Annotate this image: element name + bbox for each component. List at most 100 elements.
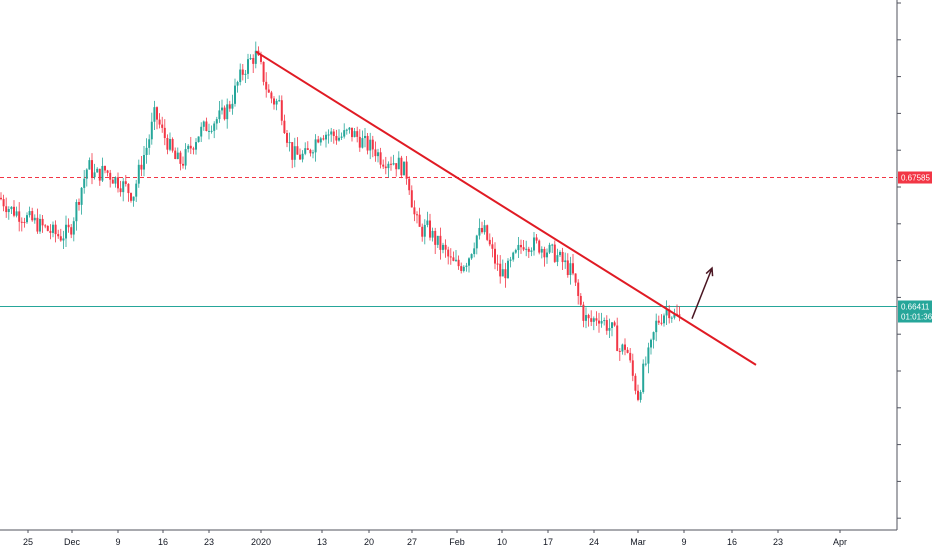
candle-body <box>132 196 135 201</box>
candle-body <box>176 152 179 159</box>
candle-body <box>283 120 286 134</box>
candle-body <box>236 82 239 86</box>
candle-body <box>540 248 543 253</box>
candle-body <box>241 69 244 75</box>
candle-body <box>83 178 86 188</box>
candle-body <box>670 317 673 319</box>
candle-body <box>400 157 403 176</box>
candle-body <box>301 153 304 160</box>
candle-body <box>57 234 60 237</box>
candle-body <box>171 138 174 151</box>
x-tick-label: 17 <box>543 537 553 547</box>
candle-body <box>145 147 148 156</box>
candle-body <box>595 318 598 321</box>
candle-body <box>75 202 78 222</box>
candle-body <box>410 190 413 208</box>
candle-body <box>96 168 99 173</box>
candle-body <box>530 250 533 252</box>
candle-body <box>374 149 377 157</box>
candle-body <box>462 266 465 271</box>
candle-body <box>7 209 10 213</box>
candle-body <box>309 149 312 154</box>
candle-body <box>449 256 452 258</box>
candle-body <box>254 50 257 64</box>
x-tick-label: Feb <box>449 537 465 547</box>
candle-body <box>33 217 36 221</box>
candle-body <box>288 142 291 144</box>
candle-body <box>624 344 626 350</box>
candle-body <box>15 211 18 216</box>
candle-body <box>260 55 262 62</box>
candle-body <box>395 163 398 170</box>
candle-body <box>267 89 270 93</box>
candle-body <box>119 188 122 193</box>
candle-body <box>639 392 642 400</box>
candle-body <box>384 166 387 169</box>
resistance-price-tag <box>898 171 932 184</box>
candle-body <box>668 309 671 319</box>
candle-body <box>543 248 546 258</box>
candle-body <box>36 217 39 232</box>
candle-body <box>582 304 585 321</box>
candle-body <box>481 227 483 233</box>
candle-body <box>163 127 166 139</box>
candle-body <box>322 138 325 140</box>
x-tick-label: 25 <box>23 537 33 547</box>
x-tick-label: Apr <box>833 537 847 547</box>
projection-arrow[interactable] <box>691 267 713 319</box>
x-tick-label: 27 <box>407 537 417 547</box>
candle-body <box>124 181 127 184</box>
candle-body <box>590 318 593 322</box>
candle-body <box>306 148 309 150</box>
candle-body <box>114 177 117 184</box>
candle-body <box>52 224 54 233</box>
candle-body <box>403 161 405 176</box>
candle-body <box>234 85 236 104</box>
candle-body <box>54 224 57 235</box>
candle-body <box>442 244 444 250</box>
candle-body <box>111 179 114 184</box>
candle-body <box>559 251 561 256</box>
candle-body <box>652 332 655 340</box>
candle-body <box>556 255 559 262</box>
last-price-price-tag <box>898 300 932 323</box>
candle-body <box>387 163 390 169</box>
candle-body <box>317 139 320 143</box>
candle-body <box>494 248 496 264</box>
candle-body <box>452 257 455 261</box>
candle-body <box>436 235 439 245</box>
candle-body <box>273 98 275 105</box>
candle-body <box>423 224 426 237</box>
candle-body <box>626 349 629 353</box>
candle-body <box>538 240 541 253</box>
candle-body <box>421 226 424 237</box>
trendline[interactable] <box>255 50 757 366</box>
candle-body <box>67 224 70 228</box>
candle-body <box>72 221 75 235</box>
candle-body <box>192 148 195 150</box>
candle-body <box>356 131 359 137</box>
candle-body <box>613 322 616 326</box>
candle-body <box>218 110 221 120</box>
candle-body <box>340 136 343 138</box>
candle-body <box>210 130 213 132</box>
candle-body <box>353 131 356 138</box>
candle-body <box>366 135 369 151</box>
candle-body <box>286 133 288 143</box>
candle-body <box>330 131 333 135</box>
candle-body <box>26 215 28 223</box>
candle-body <box>158 119 161 125</box>
candle-body <box>70 227 73 235</box>
candle-body <box>361 138 364 148</box>
candle-body <box>101 165 104 181</box>
x-tick-label: 20 <box>364 537 374 547</box>
candle-body <box>569 263 572 276</box>
candle-body <box>397 157 400 170</box>
candle-body <box>546 252 548 258</box>
candle-body <box>369 139 372 151</box>
candle-body <box>470 254 473 259</box>
candle-body <box>293 146 296 160</box>
candle-body <box>161 124 164 128</box>
